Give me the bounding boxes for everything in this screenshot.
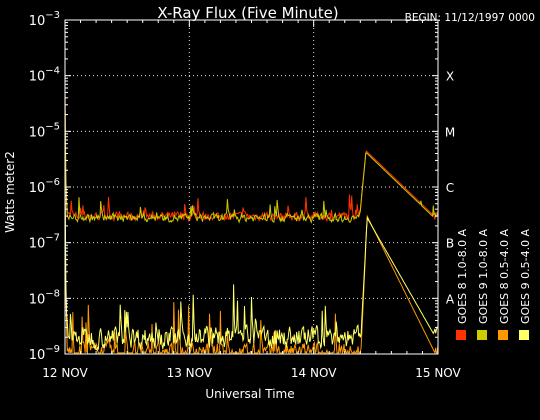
series-lines: [64, 92, 439, 355]
series-line: [64, 92, 439, 224]
y-tick-label: 10−6: [29, 177, 60, 196]
legend-swatch: [477, 330, 487, 340]
x-tick-label: 14 NOV: [291, 366, 337, 380]
flare-class-label: M: [445, 125, 455, 139]
legend-swatch: [456, 330, 466, 340]
legend-label: GOES 9 1.0-8.0 A: [477, 228, 490, 324]
legend: GOES 8 1.0-8.0 A GOES 8 0.5-4.0 A GOES 9 1…: [456, 228, 532, 340]
flare-class-label: A: [446, 292, 455, 306]
y-tick-label: 10−5: [29, 121, 60, 140]
legend-label: GOES 8 1.0-8.0 A: [456, 228, 469, 324]
flare-class-label: B: [446, 237, 454, 251]
series-line: [64, 92, 439, 223]
y-axis-ticks: 10−9 10−8 10−7 10−6 10−5 10−4 10−3: [29, 10, 438, 363]
y-tick-label: 10−7: [29, 233, 60, 252]
begin-label: BEGIN: 11/12/1997 0000: [405, 12, 535, 24]
flare-class-label: X: [446, 70, 454, 84]
x-tick-label: 15 NOV: [415, 366, 461, 380]
x-tick-label: 12 NOV: [42, 366, 88, 380]
flare-class-label: C: [446, 181, 454, 195]
y-tick-label: 10−4: [29, 66, 60, 85]
chart-title: X-Ray Flux (Five Minute): [157, 4, 338, 22]
legend-label: GOES 8 0.5-4.0 A: [498, 228, 511, 324]
legend-label: GOES 9 0.5-4.0 A: [519, 228, 532, 324]
x-axis-label: Universal Time: [205, 387, 294, 401]
flare-class-labels: A B C M X: [445, 70, 455, 307]
y-tick-label: 10−3: [29, 10, 60, 29]
x-tick-label: 13 NOV: [167, 366, 213, 380]
series-line: [64, 164, 439, 351]
x-axis-ticks: 12 NOV 13 NOV 14 NOV 15 NOV: [42, 20, 462, 380]
legend-swatch: [498, 330, 508, 340]
y-tick-label: 10−8: [29, 288, 60, 307]
legend-swatch: [519, 330, 529, 340]
y-axis-label: Watts meter2: [3, 151, 17, 233]
y-tick-label: 10−9: [29, 344, 60, 363]
